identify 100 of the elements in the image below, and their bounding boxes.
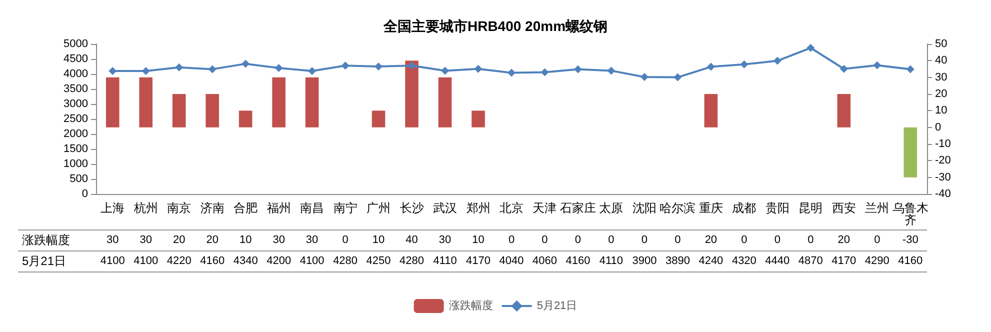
- x-tick-label: 石家庄: [560, 201, 596, 215]
- x-tick-label: 合肥: [234, 201, 258, 215]
- point: [607, 66, 616, 75]
- point: [773, 56, 782, 65]
- data-label: 4170: [832, 255, 856, 267]
- x-tick-label: 广州: [366, 201, 391, 215]
- y-tick-label: 500: [70, 173, 88, 185]
- point: [274, 64, 283, 72]
- y-tick-label: 1500: [64, 143, 88, 155]
- data-label: 4060: [532, 255, 557, 267]
- bar: [106, 77, 120, 128]
- data-label: 4040: [499, 255, 524, 267]
- bar: [837, 94, 851, 128]
- bar: [405, 60, 418, 128]
- data-label: 4250: [366, 255, 391, 267]
- data-label: 4320: [732, 255, 756, 267]
- point: [441, 66, 450, 75]
- data-label: 20: [206, 234, 218, 246]
- x-tick-label: 南昌: [300, 201, 324, 215]
- data-label: 4240: [698, 255, 724, 267]
- point: [906, 65, 914, 74]
- data-label: 4100: [300, 255, 324, 267]
- bar: [305, 77, 319, 128]
- point: [706, 62, 715, 71]
- data-label: 4280: [400, 255, 424, 267]
- data-label: 30: [272, 234, 285, 246]
- y2-tick-label: 0: [935, 121, 942, 134]
- legend-label: 涨跌幅度: [448, 299, 493, 312]
- y-tick-label: 2000: [64, 128, 88, 140]
- chart-title: 全国主要城市HRB400 20mm螺纹钢: [382, 18, 608, 34]
- x-tick-label: 贵阳: [765, 201, 790, 215]
- bar: [704, 94, 718, 128]
- y2-tick-label: 40: [935, 54, 948, 67]
- data-label: 20: [172, 234, 186, 246]
- point: [341, 62, 350, 70]
- data-label: 4220: [166, 255, 192, 267]
- x-tick-label: 上海: [100, 201, 125, 215]
- data-label: 40: [406, 234, 418, 246]
- y2-tick-label: 30: [935, 71, 948, 84]
- x-tick-label: 昆明: [798, 201, 823, 215]
- x-tick-label: 西安: [832, 201, 856, 215]
- data-label: 0: [808, 234, 814, 246]
- data-label: 4290: [864, 255, 890, 267]
- data-label: 4110: [599, 255, 624, 267]
- bar: [438, 77, 452, 128]
- bar: [372, 110, 386, 128]
- bar: [904, 127, 918, 178]
- data-label: 4100: [100, 255, 125, 267]
- y-tick-label: 3000: [64, 98, 88, 110]
- data-label: 30: [106, 234, 119, 246]
- legend-label: 5月21日: [536, 300, 578, 312]
- data-label: 0: [508, 234, 515, 246]
- bar: [472, 110, 485, 128]
- data-label: 4100: [134, 255, 158, 267]
- data-label: 4340: [233, 255, 258, 267]
- point: [674, 73, 682, 82]
- x-tick-label: 重庆: [698, 201, 723, 215]
- data-label: 30: [438, 234, 452, 246]
- data-label: 30: [140, 234, 152, 246]
- data-label: 3900: [632, 255, 657, 267]
- y-tick-label: 2500: [64, 113, 88, 125]
- point: [740, 60, 748, 68]
- point: [508, 68, 516, 77]
- data-label: 0: [608, 234, 614, 246]
- x-tick-label: 兰州: [865, 201, 890, 215]
- data-label: -30: [902, 234, 918, 246]
- data-label: 0: [342, 234, 348, 246]
- x-tick-label: 成都: [732, 201, 756, 215]
- y-tick-label: 5000: [64, 38, 88, 50]
- point: [242, 60, 250, 68]
- x-tick-label: 哈尔滨: [660, 201, 696, 215]
- point: [474, 64, 482, 73]
- data-label: 4160: [200, 255, 225, 267]
- point: [840, 64, 848, 73]
- data-label: 4110: [433, 255, 457, 267]
- y2-tick-label: -20: [935, 154, 951, 167]
- x-tick-label: 北京: [500, 201, 524, 215]
- y2-tick-label: -10: [935, 138, 951, 150]
- data-label: 0: [741, 234, 748, 246]
- data-label: 3890: [665, 255, 690, 267]
- x-tick-label: 南宁: [333, 201, 358, 215]
- x-tick-label: 郑州: [466, 201, 490, 215]
- data-label: 10: [472, 234, 484, 246]
- data-label: 0: [641, 234, 648, 246]
- point: [308, 67, 316, 75]
- x-tick-label: 太原: [599, 201, 624, 215]
- data-label: 10: [239, 234, 252, 246]
- text: 涨跌幅度: [22, 233, 70, 247]
- y-tick-label: 3500: [64, 83, 88, 95]
- y-tick-label: 4000: [64, 68, 88, 80]
- x-tick-label: 济南: [200, 201, 224, 215]
- bar: [272, 77, 286, 128]
- point: [806, 44, 815, 52]
- x-tick-label: 沈阳: [632, 201, 656, 215]
- bar: [238, 110, 252, 128]
- x-tick-label: 福州: [266, 201, 291, 215]
- bar: [172, 94, 186, 128]
- text: 5月21日: [22, 254, 66, 268]
- y2-tick-label: -40: [935, 188, 951, 200]
- y-tick-label: 1000: [64, 158, 88, 170]
